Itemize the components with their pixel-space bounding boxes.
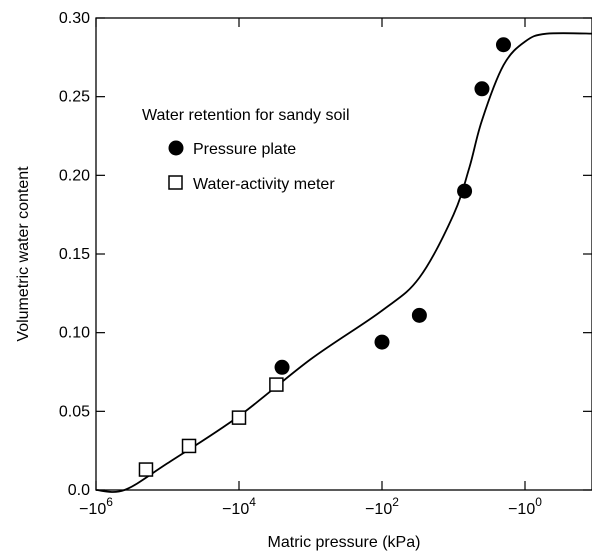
legend-marker-pressure-plate [168, 140, 184, 156]
x-tick-label: −106 [79, 495, 113, 518]
y-tick-label: 0.15 [59, 246, 90, 263]
y-tick-label: 0.10 [59, 325, 90, 342]
legend-marker-water-activity-meter [168, 175, 183, 190]
y-tick-label: 0.30 [59, 10, 90, 27]
legend-title: Water retention for sandy soil [142, 107, 350, 124]
pressure-plate-point [274, 359, 290, 375]
x-tick-label: −102 [365, 495, 399, 518]
legend-label-pressure-plate: Pressure plate [193, 141, 296, 158]
pressure-plate-point [495, 37, 511, 53]
water-activity-point [181, 438, 197, 454]
axis-ticks [95, 17, 592, 491]
x-tick-label: −104 [222, 495, 256, 518]
pressure-plate-point [474, 81, 490, 97]
y-tick-label: 0.20 [59, 167, 90, 184]
water-activity-point [231, 410, 247, 425]
pressure-plate-point [411, 307, 427, 323]
pressure-plate-point [457, 183, 473, 199]
data-points [138, 37, 511, 477]
x-tick-label: −100 [508, 495, 542, 518]
legend: Water retention for sandy soil Pressure … [142, 107, 350, 193]
y-tick-labels: 0.0 0.05 0.10 0.15 0.20 0.25 0.30 [59, 10, 90, 499]
water-activity-point [138, 462, 154, 477]
y-tick-label: 0.25 [59, 89, 90, 106]
y-axis-label: Volumetric water content [15, 166, 32, 342]
x-axis-label: Matric pressure (kPa) [268, 534, 421, 551]
y-tick-label: 0.0 [68, 482, 90, 499]
x-tick-labels: −106 −104 −102 −100 [79, 495, 542, 518]
legend-label-water-activity-meter: Water-activity meter [193, 176, 335, 193]
y-tick-label: 0.05 [59, 403, 90, 420]
fitted-curve [95, 32, 592, 493]
pressure-plate-point [374, 334, 390, 350]
plot-frame [95, 17, 592, 491]
water-activity-point [269, 377, 284, 392]
